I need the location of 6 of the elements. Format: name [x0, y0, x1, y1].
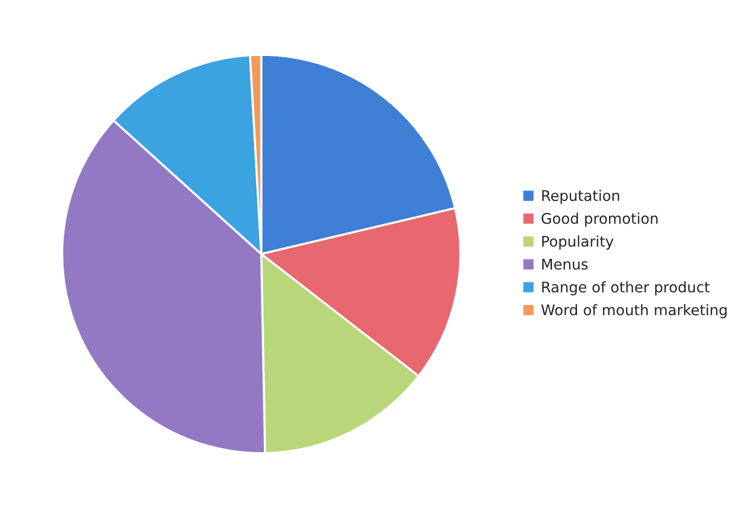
legend-label: Word of mouth marketing [541, 304, 727, 318]
legend-label: Popularity [542, 236, 614, 250]
legend-label: Reputation [542, 190, 620, 204]
legend-label: Good promotion [542, 212, 658, 227]
legend-label: Menus [542, 258, 588, 270]
legend-label: Range of other product [542, 281, 710, 296]
